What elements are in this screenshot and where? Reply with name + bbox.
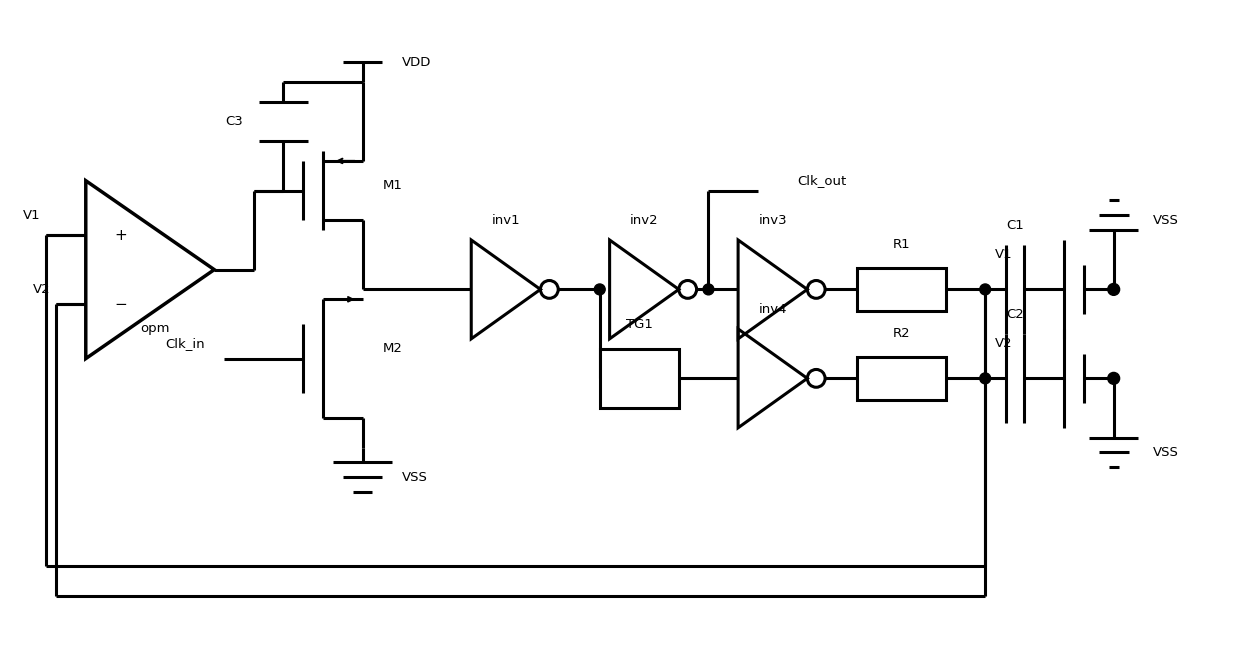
Circle shape	[1108, 283, 1120, 295]
Text: VSS: VSS	[1154, 446, 1180, 459]
Text: M2: M2	[383, 342, 403, 355]
Text: Clk_in: Clk_in	[165, 337, 204, 351]
Text: R2: R2	[892, 327, 909, 340]
Bar	[600, 349, 679, 408]
Text: inv4: inv4	[758, 303, 787, 316]
Text: Clk_out: Clk_out	[798, 174, 846, 187]
Text: inv2: inv2	[629, 214, 658, 227]
Circle shape	[1108, 373, 1120, 384]
Bar	[856, 356, 945, 400]
Circle shape	[703, 284, 714, 295]
Text: C2: C2	[1006, 308, 1023, 321]
Text: −: −	[114, 297, 126, 312]
Text: C3: C3	[225, 115, 243, 128]
Text: C1: C1	[1006, 218, 1023, 232]
Circle shape	[595, 284, 605, 295]
Text: TG1: TG1	[626, 318, 653, 330]
Circle shape	[980, 373, 991, 384]
Text: V1: V1	[995, 248, 1012, 261]
Bar	[856, 268, 945, 311]
Text: VSS: VSS	[403, 470, 427, 483]
Text: VDD: VDD	[403, 56, 431, 69]
Text: inv3: inv3	[758, 214, 787, 227]
Text: R1: R1	[892, 238, 909, 251]
Text: M1: M1	[383, 179, 403, 192]
Circle shape	[980, 284, 991, 295]
Text: inv1: inv1	[492, 214, 520, 227]
Text: V2: V2	[32, 283, 50, 296]
Text: VSS: VSS	[1154, 214, 1180, 227]
Text: +: +	[114, 227, 126, 242]
Text: opm: opm	[140, 323, 170, 336]
Text: V2: V2	[995, 337, 1012, 351]
Text: V1: V1	[22, 209, 40, 222]
